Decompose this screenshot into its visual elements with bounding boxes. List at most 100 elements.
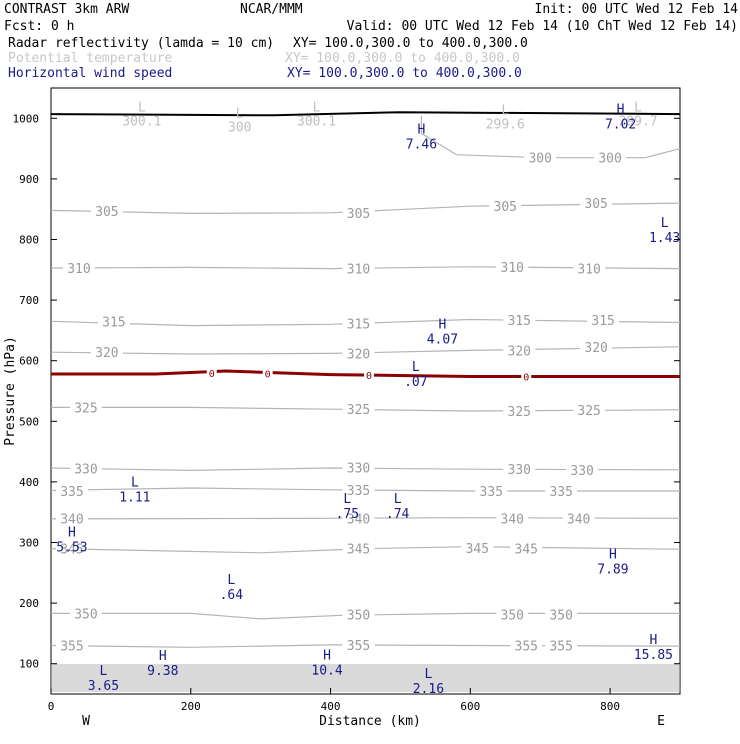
theta-label-bg xyxy=(62,259,95,274)
theta-label-bg xyxy=(342,606,375,621)
theta-label-320: 320 xyxy=(95,346,118,361)
theta-label-bg xyxy=(342,345,375,360)
theta-label-bg xyxy=(55,482,88,497)
x-axis-label: Distance (km) xyxy=(319,714,421,729)
theta-label-bg xyxy=(461,539,494,554)
theta-label-330: 330 xyxy=(508,463,531,478)
theta-label-335: 335 xyxy=(60,485,83,500)
wind-low-marker: L xyxy=(100,664,108,679)
zero-contour-line xyxy=(51,369,680,378)
theta-label-340: 340 xyxy=(501,512,524,527)
wind-high-marker: H xyxy=(417,122,425,137)
theta-label-340: 340 xyxy=(567,512,590,527)
x-end-west: W xyxy=(82,714,90,729)
header-init: Init: 00 UTC Wed 12 Feb 14 xyxy=(535,2,739,17)
theta-label-bg xyxy=(489,198,522,213)
theta-label-bg xyxy=(342,459,375,474)
wind-high-marker: H xyxy=(617,102,625,117)
theta-label-355: 355 xyxy=(515,640,538,655)
wind-low-marker: L xyxy=(227,573,235,588)
zero-contour-label: 0 xyxy=(523,372,529,383)
wind-high-marker: H xyxy=(650,633,658,648)
surface-low-marker: L xyxy=(634,100,642,115)
theta-label-bg xyxy=(69,460,102,475)
theta-label-bg xyxy=(580,338,613,353)
wind-low-marker: L xyxy=(412,360,420,375)
y-tick-label: 700 xyxy=(19,294,39,307)
wind-extremum-value: 3.65 xyxy=(88,679,119,694)
theta-label-bg xyxy=(545,482,578,497)
theta-label-335: 335 xyxy=(549,485,572,500)
theta-label-bg xyxy=(496,258,529,273)
zero-label-bg xyxy=(521,370,532,383)
upper-theta-band xyxy=(51,664,680,692)
x-tick-label: 800 xyxy=(600,700,620,713)
theta-label-bg xyxy=(496,606,529,621)
theta-label-bg xyxy=(69,605,102,620)
theta-label-305: 305 xyxy=(584,197,607,212)
y-tick-label: 800 xyxy=(19,234,39,247)
wind-extremum-value: 7.89 xyxy=(597,563,628,578)
wind-extremum-value: 15.85 xyxy=(634,648,673,663)
theta-label-300: 300 xyxy=(598,152,621,167)
wind-extrema: L300.1L300L300.1L299.6L299.7L3.65H9.38H1… xyxy=(56,100,680,697)
wind-extremum-value: 9.38 xyxy=(147,664,178,679)
theta-label-310: 310 xyxy=(347,263,370,278)
wind-extremum-value: .64 xyxy=(220,588,244,603)
theta-label-310: 310 xyxy=(67,262,90,277)
header-forecast: Fcst: 0 h xyxy=(4,19,74,34)
theta-label-350: 350 xyxy=(501,609,524,624)
surface-low-marker: L xyxy=(138,100,146,115)
theta-label-325: 325 xyxy=(74,401,97,416)
field-xy-theta: XY= 100.0,300.0 to 400.0,300.0 xyxy=(285,51,520,66)
theta-label-bg xyxy=(55,510,88,525)
wind-high-marker: H xyxy=(68,525,76,540)
theta-label-bg xyxy=(342,636,375,651)
theta-label-335: 335 xyxy=(480,485,503,500)
theta-label-bg xyxy=(342,510,375,525)
theta-label-bg xyxy=(503,342,536,357)
wind-low-marker: L xyxy=(394,492,402,507)
theta-label-335: 335 xyxy=(347,484,370,499)
theta-contour-320 xyxy=(51,346,680,355)
wind-extremum-value: .07 xyxy=(404,375,427,390)
theta-label-bg xyxy=(510,637,543,652)
theta-label-330: 330 xyxy=(570,464,593,479)
y-tick-label: 1000 xyxy=(13,112,40,125)
plot-frame xyxy=(50,87,681,695)
theta-label-345: 345 xyxy=(466,542,489,557)
y-tick-label: 600 xyxy=(19,355,39,368)
theta-label-320: 320 xyxy=(508,344,531,359)
reflectivity-zero-contour: 0 0 0 0 xyxy=(51,366,680,383)
theta-label-bg xyxy=(587,312,620,327)
zero-contour-label: 0 xyxy=(366,371,372,382)
wind-extremum-value: 4.07 xyxy=(427,332,458,347)
wind-high-marker: H xyxy=(609,548,617,563)
zero-label-bg xyxy=(262,367,273,380)
x-tick-label: 200 xyxy=(181,700,201,713)
theta-label-bg xyxy=(342,401,375,416)
y-tick-label: 900 xyxy=(19,173,39,186)
theta-label-315: 315 xyxy=(102,315,125,330)
zero-contour-label: 0 xyxy=(265,369,271,380)
theta-label-bg xyxy=(566,461,599,476)
wind-low-marker: L xyxy=(661,216,669,231)
theta-label-350: 350 xyxy=(347,609,370,624)
theta-label-305: 305 xyxy=(347,207,370,222)
theta-label-350: 350 xyxy=(74,607,97,622)
wind-high-marker: H xyxy=(159,649,167,664)
zero-contour-label: 0 xyxy=(209,369,215,380)
theta-label-bg xyxy=(503,402,536,417)
surface-low-value: 299.7 xyxy=(618,114,657,129)
theta-label-bg xyxy=(342,260,375,275)
theta-label-350: 350 xyxy=(549,609,572,624)
theta-label-bg xyxy=(342,204,375,219)
field-label-theta: Potential temperature xyxy=(8,51,173,66)
theta-label-bg xyxy=(503,312,536,327)
theta-contour-315 xyxy=(51,318,680,327)
y-tick-label: 200 xyxy=(19,597,39,610)
theta-label-bg xyxy=(545,637,578,652)
wind-extremum-value: .74 xyxy=(386,507,410,522)
